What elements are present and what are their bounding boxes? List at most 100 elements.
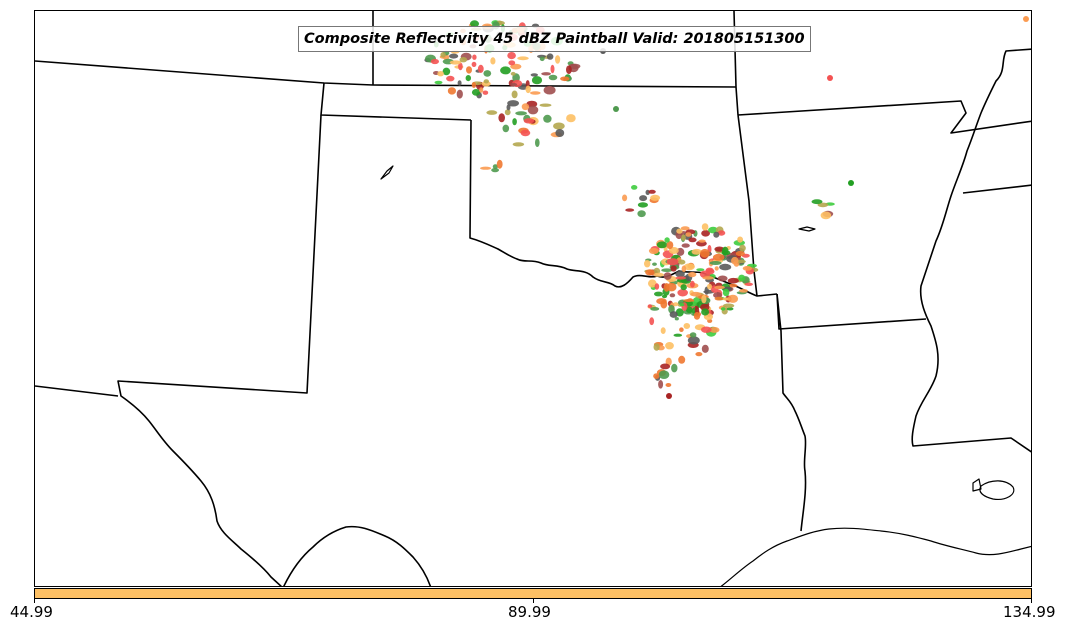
- boundary-mississippi-river: [911, 48, 1031, 453]
- coastline-gulf: [720, 527, 1031, 586]
- echo-blob: [527, 105, 539, 115]
- echo-blob: [661, 294, 668, 299]
- echo-blob: [555, 55, 561, 64]
- echo-blob: [681, 243, 690, 248]
- echo-blob: [498, 113, 506, 123]
- echo-blob: [456, 89, 463, 99]
- boundary-arkansas-louisiana: [776, 293, 927, 330]
- echo-blob: [539, 56, 545, 62]
- echo-blob: [543, 85, 556, 95]
- echo-blob: [504, 109, 511, 116]
- echo-blob: [553, 122, 565, 130]
- echo-blob: [688, 271, 697, 278]
- echo-blob: [471, 82, 477, 88]
- echo-blob: [676, 228, 683, 234]
- echo-blob: [702, 276, 714, 280]
- echo-blob: [820, 211, 832, 220]
- echo-blob: [685, 232, 692, 237]
- echo-blob: [523, 118, 535, 124]
- echo-blob: [691, 248, 702, 255]
- echo-blob: [637, 202, 649, 208]
- echo-blob: [669, 293, 676, 298]
- echo-blob: [685, 306, 693, 313]
- echo-blob: [666, 393, 672, 399]
- echo-blob: [665, 383, 672, 387]
- echo-blob: [811, 199, 823, 205]
- echo-blob: [689, 332, 697, 338]
- echo-blob: [648, 279, 657, 288]
- echo-blob: [648, 189, 656, 194]
- echo-blob: [671, 363, 678, 373]
- echo-blob: [742, 266, 753, 271]
- echo-blob: [848, 180, 854, 186]
- echo-blob: [507, 100, 519, 107]
- echo-blob: [738, 274, 746, 282]
- echo-blob: [675, 270, 685, 278]
- reflectivity-echoes: [424, 16, 1029, 399]
- echo-blob: [679, 303, 685, 307]
- echo-blob: [446, 75, 455, 82]
- echo-blob: [486, 110, 498, 115]
- echo-blob: [566, 114, 576, 123]
- echo-blob: [492, 164, 498, 170]
- echo-blob: [698, 239, 706, 243]
- echo-blob: [490, 57, 496, 65]
- echo-blob: [652, 262, 657, 266]
- echo-blob: [720, 307, 726, 311]
- echo-blob: [683, 323, 691, 329]
- echo-blob: [681, 234, 686, 241]
- echo-blob: [437, 71, 444, 77]
- echo-blob: [679, 327, 684, 333]
- echo-blob: [677, 289, 688, 297]
- echo-blob: [681, 265, 687, 273]
- echo-blob: [653, 272, 664, 277]
- boundary-missouri-arkansas: [737, 100, 1031, 134]
- echo-blob: [680, 226, 690, 231]
- echo-blob: [471, 61, 477, 67]
- echo-blob: [661, 268, 673, 273]
- echo-blob: [727, 294, 739, 303]
- echo-blob: [731, 256, 739, 265]
- coastline-lake: [979, 480, 1015, 500]
- echo-blob: [491, 168, 499, 173]
- echo-blob: [678, 259, 686, 265]
- echo-blob: [712, 253, 725, 261]
- echo-blob: [717, 275, 728, 282]
- echo-blob: [708, 326, 720, 333]
- echo-blob: [449, 53, 459, 59]
- echo-blob: [496, 159, 503, 169]
- echo-blob: [471, 89, 481, 96]
- echo-blob: [539, 103, 552, 107]
- echo-blob: [666, 258, 679, 266]
- echo-blob: [530, 91, 541, 95]
- echo-blob: [719, 263, 732, 271]
- echo-blob: [525, 85, 531, 94]
- echo-blob: [631, 185, 638, 190]
- echo-blob: [531, 76, 543, 85]
- echo-blob: [568, 63, 581, 69]
- echo-blob: [548, 74, 558, 81]
- echo-blob: [465, 75, 471, 82]
- echo-blob: [817, 202, 829, 208]
- echo-blob: [701, 294, 707, 304]
- echo-blob: [639, 195, 648, 202]
- echo-blob: [687, 336, 700, 345]
- echo-blob: [664, 237, 670, 243]
- echo-blob: [701, 223, 709, 231]
- echo-blob: [683, 299, 695, 302]
- echo-blob: [520, 129, 531, 137]
- colorbar-tick-label: 44.99: [10, 603, 53, 621]
- echo-blob: [506, 104, 511, 111]
- echo-blob: [480, 166, 492, 170]
- map-panel: Composite Reflectivity 45 dBZ Paintball …: [34, 10, 1032, 587]
- echo-blob: [675, 276, 687, 280]
- echo-blob: [613, 106, 619, 112]
- echo-blob: [693, 312, 701, 320]
- boundary-kansas-north: [35, 60, 737, 88]
- echo-blob: [472, 54, 477, 60]
- echo-blob: [701, 230, 710, 237]
- echo-blob: [625, 208, 635, 212]
- echo-blob: [663, 272, 672, 280]
- echo-blob: [717, 230, 726, 236]
- echo-blob: [656, 241, 668, 249]
